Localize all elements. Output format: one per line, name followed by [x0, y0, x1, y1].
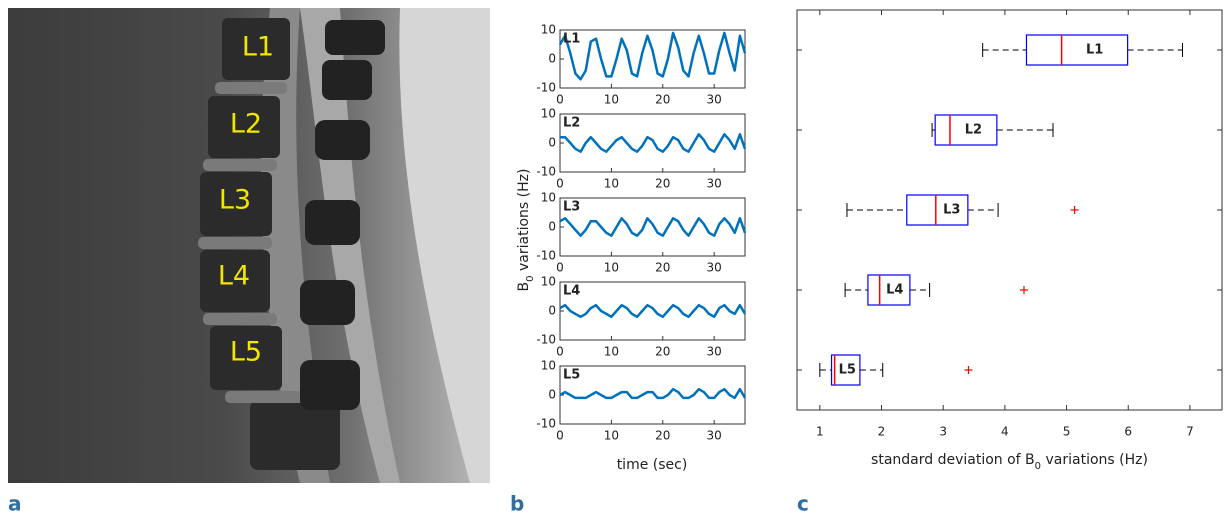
- spinous-process: [300, 280, 355, 325]
- disc: [203, 313, 277, 325]
- x-tick-label: 20: [655, 93, 670, 107]
- x-axis-label: standard deviation of B0 variations (Hz): [871, 452, 1148, 472]
- spinous-process: [322, 60, 372, 100]
- x-tick-label: 30: [707, 93, 722, 107]
- x-tick-label: 30: [707, 177, 722, 191]
- category-label: L4: [886, 283, 903, 298]
- disc: [198, 237, 272, 249]
- disc: [215, 82, 287, 94]
- x-tick-label: 3: [939, 425, 947, 439]
- x-tick-label: 4: [1001, 425, 1009, 439]
- panel-label: c: [797, 492, 809, 515]
- y-tick-label: 0: [548, 304, 556, 318]
- x-tick-label: 5: [1063, 425, 1071, 439]
- y-tick-label: -10: [536, 417, 556, 431]
- x-tick-label: 6: [1124, 425, 1132, 439]
- vertebra-label: L4: [218, 261, 250, 292]
- y-tick-label: 0: [548, 52, 556, 66]
- x-tick-label: 0: [556, 261, 564, 275]
- mri-image: [8, 8, 490, 483]
- axes-frame: [560, 114, 745, 172]
- y-axis-label-part: variations (Hz): [516, 169, 532, 276]
- series-label: L3: [563, 200, 580, 215]
- series-label: L5: [563, 368, 580, 383]
- y-tick-label: 10: [541, 359, 556, 373]
- vertebra: [250, 400, 340, 470]
- x-tick-label: 20: [655, 177, 670, 191]
- category-label: L5: [839, 363, 856, 378]
- x-tick-label: 10: [604, 93, 619, 107]
- vertebra-label: L3: [219, 185, 251, 216]
- series-label: L4: [563, 284, 580, 299]
- x-tick-label: 20: [655, 429, 670, 443]
- y-tick-label: 0: [548, 220, 556, 234]
- panel-label: b: [510, 492, 524, 515]
- category-label: L2: [965, 123, 982, 138]
- x-tick-label: 10: [604, 429, 619, 443]
- spinous-process: [315, 120, 370, 160]
- x-tick-label: 2: [878, 425, 886, 439]
- x-tick-label: 0: [556, 93, 564, 107]
- x-axis-label-part: variations (Hz): [1041, 452, 1148, 468]
- spinous-process: [300, 360, 360, 410]
- x-tick-label: 30: [707, 429, 722, 443]
- x-tick-label: 10: [604, 177, 619, 191]
- y-tick-label: 0: [548, 136, 556, 150]
- category-label: L3: [943, 203, 960, 218]
- vertebra-label: L1: [242, 32, 274, 63]
- spinous-process: [325, 20, 385, 55]
- x-tick-label: 0: [556, 177, 564, 191]
- spinous-process: [305, 200, 360, 245]
- series-label: L2: [563, 116, 580, 131]
- disc: [203, 159, 277, 171]
- y-tick-label: -10: [536, 249, 556, 263]
- y-tick-label: 10: [541, 191, 556, 205]
- x-tick-label: 0: [556, 429, 564, 443]
- x-tick-label: 1: [816, 425, 824, 439]
- y-tick-label: 10: [541, 23, 556, 37]
- x-axis-label: time (sec): [617, 457, 688, 473]
- x-tick-label: 20: [655, 261, 670, 275]
- y-tick-label: -10: [536, 81, 556, 95]
- x-tick-label: 10: [604, 345, 619, 359]
- y-tick-label: 0: [548, 388, 556, 402]
- x-axis-label-part: standard deviation of B: [871, 452, 1035, 468]
- box: [1026, 35, 1127, 65]
- x-tick-label: 30: [707, 345, 722, 359]
- series-label: L1: [563, 32, 580, 47]
- x-tick-label: 0: [556, 345, 564, 359]
- category-label: L1: [1086, 43, 1103, 58]
- panel-label: a: [8, 492, 22, 515]
- x-tick-label: 10: [604, 261, 619, 275]
- x-tick-label: 7: [1186, 425, 1194, 439]
- y-tick-label: 10: [541, 107, 556, 121]
- x-tick-label: 20: [655, 345, 670, 359]
- disc: [225, 391, 305, 403]
- figure: L1L2L3L4L5 a b c -100100102030L1-1001001…: [0, 0, 1226, 515]
- y-tick-label: -10: [536, 333, 556, 347]
- y-axis-label: B0 variations (Hz): [516, 169, 536, 292]
- y-axis-label-part: B: [516, 282, 532, 292]
- vertebra-label: L5: [230, 337, 262, 368]
- y-tick-label: -10: [536, 165, 556, 179]
- vertebra-label: L2: [230, 109, 262, 140]
- y-tick-label: 10: [541, 275, 556, 289]
- x-tick-label: 30: [707, 261, 722, 275]
